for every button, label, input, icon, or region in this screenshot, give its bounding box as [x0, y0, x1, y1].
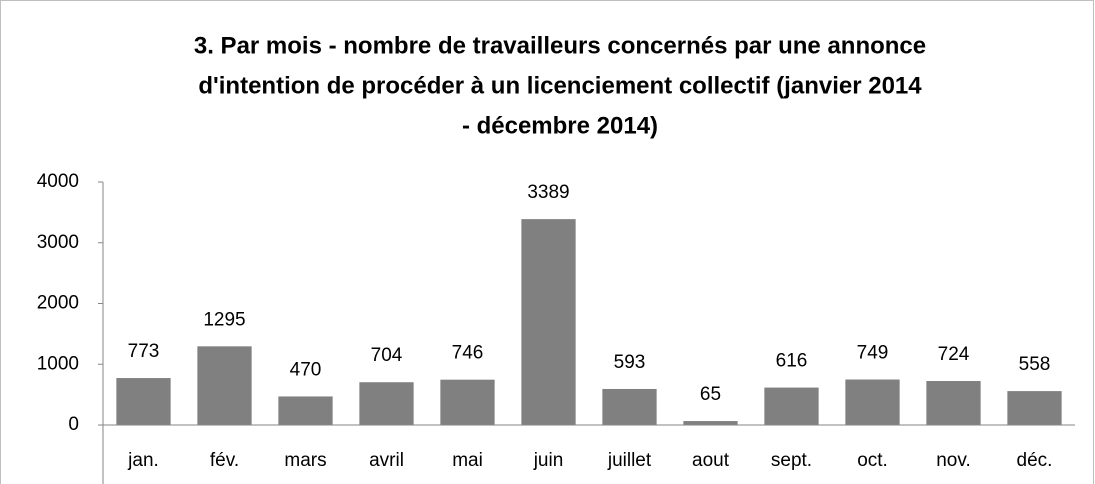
bar [116, 378, 171, 425]
x-tick-label: fév. [210, 450, 239, 471]
data-label: 558 [1019, 354, 1051, 375]
y-tick-label: 2000 [37, 293, 79, 314]
x-tick-label: avril [369, 450, 404, 471]
bar [440, 379, 495, 425]
y-tick-label: 0 [68, 414, 79, 435]
x-tick-label: sept. [771, 450, 812, 471]
x-tick-label: aout [692, 450, 730, 471]
y-tick-label: 1000 [37, 353, 79, 374]
data-label: 1295 [203, 309, 245, 330]
data-label: 470 [290, 359, 322, 380]
bar [359, 382, 414, 425]
data-label: 773 [128, 341, 160, 362]
chart-title: - décembre 2014) [462, 112, 658, 139]
x-tick-label: mai [452, 450, 483, 471]
bar [764, 387, 819, 425]
x-tick-label: juillet [607, 450, 652, 471]
x-tick-label: mars [284, 450, 326, 471]
chart-title: d'intention de procéder à un licenciemen… [198, 72, 922, 99]
bar [521, 219, 576, 425]
chart-title: 3. Par mois - nombre de travailleurs con… [194, 32, 926, 59]
data-label: 746 [452, 343, 484, 364]
data-label: 704 [371, 345, 403, 366]
y-tick-label: 3000 [37, 232, 79, 253]
x-tick-label: juin [533, 450, 564, 471]
bar [602, 388, 657, 425]
x-tick-label: jan. [127, 450, 159, 471]
bar [1007, 391, 1062, 425]
data-label: 749 [857, 343, 889, 364]
x-tick-label: déc. [1017, 450, 1053, 471]
data-label: 593 [614, 352, 646, 373]
bar [197, 346, 252, 425]
x-tick-label: oct. [857, 450, 888, 471]
data-label: 65 [700, 384, 721, 405]
data-label: 3389 [527, 182, 569, 203]
y-tick-label: 4000 [37, 171, 79, 192]
data-label: 616 [776, 351, 808, 372]
bar [683, 421, 738, 425]
bar [845, 379, 900, 425]
bar [926, 381, 981, 425]
bar [278, 396, 333, 425]
x-tick-label: nov. [936, 450, 971, 471]
data-label: 724 [938, 344, 970, 365]
